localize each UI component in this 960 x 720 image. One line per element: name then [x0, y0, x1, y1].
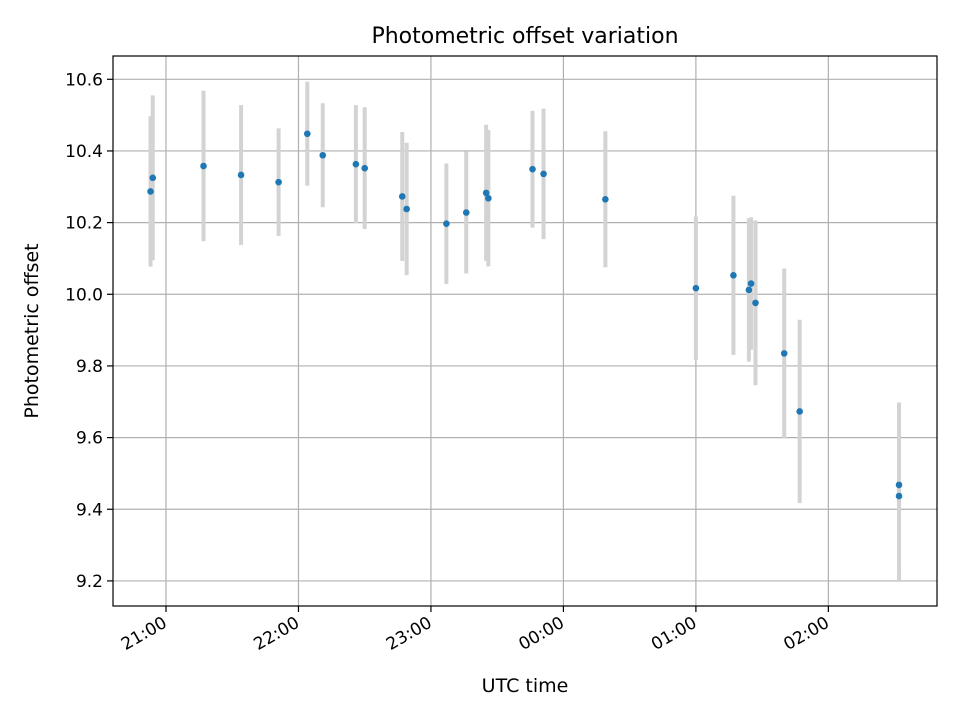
data-point [443, 220, 450, 227]
x-axis-label: UTC time [482, 675, 569, 697]
data-point [482, 189, 490, 197]
data-point [462, 209, 470, 216]
data-points [147, 130, 903, 500]
y-tick-label: 9.4 [76, 500, 103, 520]
data-point [747, 280, 755, 287]
data-point [149, 174, 157, 182]
data-point [540, 170, 547, 178]
data-point [692, 284, 700, 292]
data-point [529, 165, 536, 173]
data-point [602, 196, 609, 203]
y-tick-label: 9.6 [76, 429, 103, 449]
y-tick-label: 10.2 [65, 214, 103, 234]
data-point [147, 188, 154, 195]
plot-frame [112, 55, 938, 607]
data-point [752, 299, 759, 307]
data-point [485, 194, 492, 202]
data-point [730, 271, 737, 279]
data-point [237, 171, 245, 179]
y-tick-label: 9.2 [76, 572, 103, 592]
data-point [780, 350, 788, 357]
data-point [200, 162, 207, 170]
y-tick-label: 10.4 [65, 142, 103, 162]
data-point [745, 286, 753, 294]
data-point [796, 408, 803, 415]
data-point [895, 481, 903, 489]
y-axis-ticks: 9.2 9.4 9.6 9.8 10.0 10.2 10.4 10.6 [65, 70, 113, 592]
data-point [403, 205, 410, 213]
y-axis-label: Photometric offset [21, 243, 43, 418]
chart-title: Photometric offset variation [371, 24, 678, 49]
data-point [319, 151, 327, 159]
y-tick-label: 10.6 [65, 70, 103, 90]
data-point [361, 164, 369, 172]
y-tick-label: 9.8 [76, 357, 103, 377]
data-point [352, 160, 360, 168]
data-point [398, 193, 406, 200]
data-point [303, 130, 311, 138]
data-point [895, 492, 903, 500]
y-tick-label: 10.0 [65, 285, 103, 305]
data-point [275, 178, 282, 186]
